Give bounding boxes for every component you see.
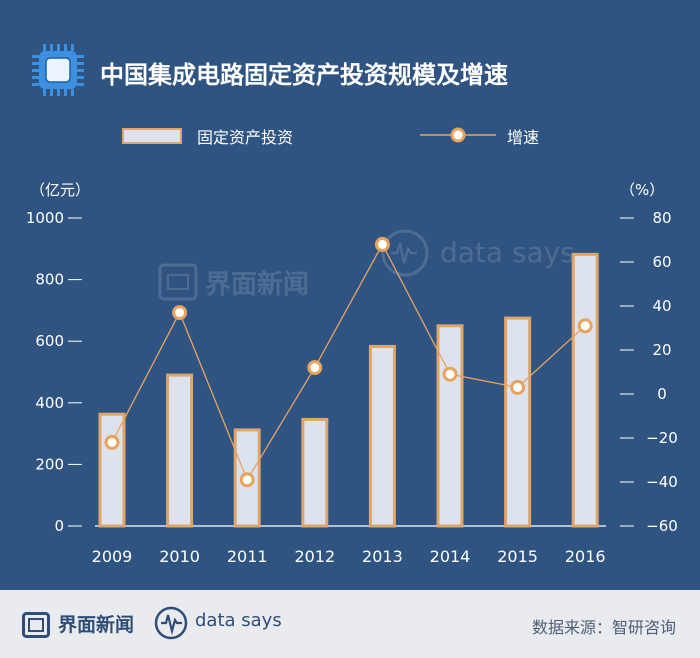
legend-bar-label: 固定资产投资 (197, 128, 294, 147)
y-left-label: （亿元） (30, 181, 90, 199)
chart-title: 中国集成电路固定资产投资规模及增速 (100, 61, 508, 89)
bar-2015 (504, 316, 532, 528)
growth-point-2010 (172, 305, 188, 321)
bar-2016 (571, 252, 599, 528)
bar-2014 (436, 324, 464, 528)
chart-canvas: 界面新闻 data says （亿元） （%） 0200400600800100… (26, 181, 678, 566)
x-tick-label: 2013 (362, 547, 403, 566)
y-right-tick-label: −20 (646, 429, 678, 447)
watermark-tagline: data says (440, 236, 575, 269)
legend-line-swatch (420, 127, 496, 143)
watermark: 界面新闻 data says (158, 229, 575, 301)
growth-series-line (111, 243, 586, 482)
x-tick-label: 2015 (497, 547, 538, 566)
chip-icon (32, 44, 84, 96)
data-says-logo-icon (154, 606, 188, 640)
x-tick-label: 2010 (159, 547, 200, 566)
data-source: 数据来源：智研咨询 (531, 618, 676, 637)
footer-tagline: data says (195, 610, 282, 631)
y-left-tick-label: 200 (35, 455, 64, 473)
growth-point-2016 (577, 318, 593, 334)
growth-point-2013 (374, 236, 390, 252)
legend-line-label: 增速 (507, 128, 540, 147)
growth-point-2014 (442, 366, 458, 382)
growth-point-2009 (104, 434, 120, 450)
y-left-tick-label: 400 (35, 394, 64, 412)
bar-2009 (98, 412, 126, 528)
legend-bar-swatch (122, 128, 182, 144)
y-right-tick-label: 40 (652, 297, 671, 315)
y-left-tick-label: 600 (35, 332, 64, 350)
y-left-tick-label: 1000 (26, 209, 64, 227)
bar-2013 (368, 344, 396, 528)
y-left-tick-label: 800 (35, 271, 64, 289)
watermark-brand: 界面新闻 (205, 269, 309, 300)
y-right-tick-label: −40 (646, 473, 678, 491)
x-tick-label: 2012 (294, 547, 335, 566)
growth-line (104, 236, 593, 488)
growth-point-2015 (510, 379, 526, 395)
growth-point-2012 (307, 360, 323, 376)
x-tick-label: 2016 (565, 547, 606, 566)
bar-2012 (301, 417, 329, 528)
y-right-tick-label: 0 (657, 385, 667, 403)
footer: 界面新闻 data says 数据来源：智研咨询 (0, 590, 700, 658)
x-tick-label: 2011 (227, 547, 268, 566)
bar-2010 (166, 373, 194, 528)
brand-logo-icon (22, 612, 50, 638)
y-right-label: （%） (620, 181, 664, 199)
growth-point-2011 (239, 472, 255, 488)
y-right-tick-label: 20 (652, 341, 671, 359)
x-tick-label: 2014 (430, 547, 471, 566)
y-right-tick-label: 80 (652, 209, 671, 227)
footer-brand: 界面新闻 (58, 614, 135, 636)
y-right-tick-label: −60 (646, 517, 678, 535)
y-right-tick-label: 60 (652, 253, 671, 271)
bars: 2009 2010 2011 2012 2013 2014 2015 2016 (92, 252, 606, 566)
y-left-tick-label: 0 (54, 517, 64, 535)
x-tick-label: 2009 (92, 547, 133, 566)
